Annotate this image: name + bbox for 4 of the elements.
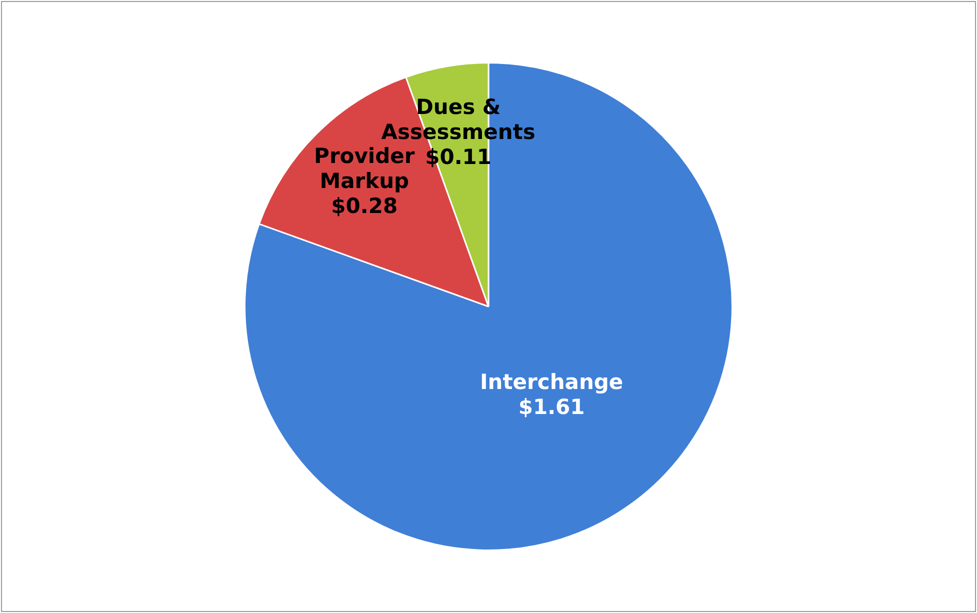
slice-label: Interchange <box>480 370 624 394</box>
data-label: $1.61 <box>518 395 585 420</box>
data-label: $0.28 <box>331 194 398 218</box>
slice-label: Provider Markup <box>314 144 416 193</box>
